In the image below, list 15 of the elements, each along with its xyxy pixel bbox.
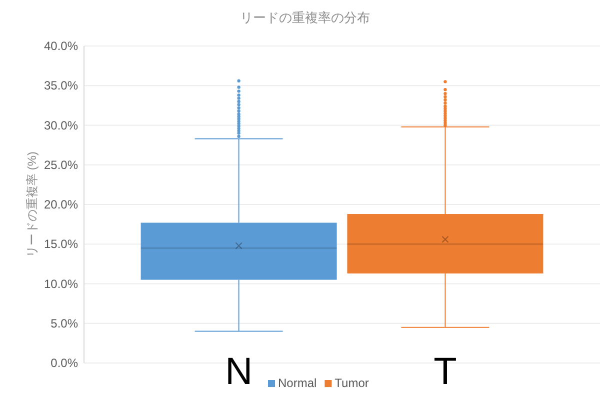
y-tick-label: 15.0% <box>44 237 78 252</box>
x-tick-label: T <box>434 351 457 393</box>
legend-label: Tumor <box>334 376 369 390</box>
y-tick-label: 30.0% <box>44 118 78 132</box>
y-tick-label: 10.0% <box>44 276 78 291</box>
y-tick-label: 35.0% <box>44 78 78 93</box>
x-tick-label: N <box>225 351 253 393</box>
legend-label: Normal <box>278 376 317 390</box>
y-tick-label: 5.0% <box>50 316 78 330</box>
y-tick-label: 20.0% <box>44 198 78 212</box>
y-tick-label: 25.0% <box>44 158 78 172</box>
y-tick-label: 40.0% <box>44 39 78 53</box>
y-axis-title: リードの重複率 (%) <box>25 152 39 258</box>
y-tick-label: 0.0% <box>50 356 78 370</box>
chart-title: リードの重複率の分布 <box>240 10 370 25</box>
